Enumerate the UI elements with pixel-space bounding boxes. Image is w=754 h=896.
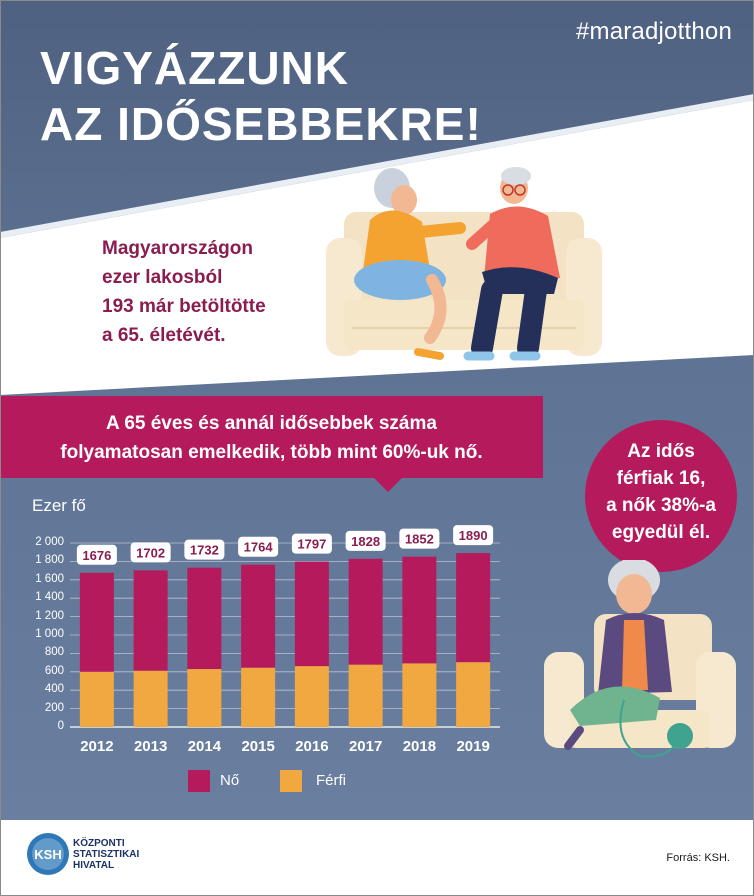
y-tick-label: 1 000: [35, 628, 64, 640]
total-label-box: [345, 530, 386, 551]
x-tick-label: 2014: [187, 738, 222, 755]
bar-female-2019: [456, 553, 491, 663]
hashtag: #maradjotthon: [575, 18, 732, 45]
y-tick-label: 1 800: [35, 554, 64, 567]
total-label: 1828: [351, 534, 380, 549]
x-tick-label: 2013: [133, 738, 168, 755]
total-label-box: [184, 539, 225, 560]
y-tick-label: 400: [44, 683, 64, 696]
bar-female-2013: [133, 570, 168, 671]
total-label: 1852: [405, 532, 434, 547]
ksh-org-name: KÖZPONTI STATISZTIKAI HIVATAL: [73, 838, 139, 871]
bar-female-2017: [348, 558, 383, 665]
y-tick-label: 600: [44, 664, 64, 677]
legend-swatch-male: [280, 770, 302, 792]
total-label-box: [238, 536, 279, 557]
bar-male-2012: [79, 671, 114, 727]
bar-female-2016: [294, 561, 329, 667]
total-label-box: [453, 525, 494, 546]
bubble-line-1: Az idős: [627, 441, 695, 462]
total-label-box: [76, 544, 117, 565]
y-tick-label: 200: [44, 701, 64, 714]
banner-pointer: [372, 476, 404, 492]
x-tick-label: 2015: [241, 738, 275, 755]
legend-label-female: Nő: [220, 772, 240, 789]
y-tick-label: 1 200: [35, 609, 64, 622]
bar-male-2013: [133, 670, 168, 727]
title-line-2: AZ IDŐSEBBEKRE!: [40, 98, 482, 150]
total-label: 1764: [244, 540, 274, 555]
y-tick-label: 1 600: [35, 572, 64, 585]
x-tick-label: 2019: [456, 738, 490, 755]
total-label-box: [399, 528, 440, 549]
total-label: 1732: [190, 543, 219, 558]
knitting-grandma-illustration: [544, 560, 736, 758]
bar-male-2015: [241, 667, 276, 727]
fact-text: Magyarországon ezer lakosból 193 már bet…: [102, 234, 266, 350]
title-line-1: VIGYÁZZUNK: [40, 42, 349, 94]
bubble-line-4: egyedül él.: [611, 522, 711, 543]
fact-line-2: ezer lakosból: [102, 267, 223, 288]
y-tick-label: 0: [57, 720, 64, 732]
y-axis-unit-label: Ezer fő: [32, 496, 86, 515]
bubble-line-2: férfiak 16,: [616, 468, 706, 489]
elderly-couple-illustration: [326, 167, 602, 361]
x-tick-label: 2017: [348, 738, 383, 755]
bar-male-2014: [187, 669, 222, 727]
banner-text: A 65 éves és annál idősebbek száma folya…: [0, 409, 543, 467]
bar-male-2018: [402, 663, 437, 727]
total-label-box: [130, 542, 171, 563]
source-note: Forrás: KSH.: [666, 852, 730, 864]
org-line-1: KÖZPONTI: [73, 838, 125, 849]
bar-male-2016: [294, 666, 329, 727]
total-label: 1890: [459, 528, 488, 543]
fact-line-1: Magyarországon: [102, 238, 253, 259]
x-tick-label: 2012: [80, 738, 114, 755]
bar-female-2015: [241, 564, 276, 668]
bar-male-2017: [348, 664, 383, 727]
legend-swatch-female: [188, 770, 210, 792]
x-tick-label: 2016: [295, 738, 329, 755]
headline-banner: [0, 396, 543, 478]
page-title: VIGYÁZZUNK AZ IDŐSEBBEKRE!: [40, 40, 482, 152]
total-label: 1797: [297, 537, 326, 552]
stacked-bar-chart: 1676 1702 1732 1764 1797 1828 1852 1890: [76, 525, 494, 727]
bar-female-2018: [402, 556, 437, 664]
bar-male-2019: [456, 662, 491, 727]
total-label: 1676: [82, 548, 111, 563]
living-alone-bubble: Az idős férfiak 16, a nők 38%-a egyedül …: [585, 420, 737, 572]
bar-female-2014: [187, 567, 222, 670]
bubble-line-3: a nők 38%-a: [606, 495, 716, 516]
x-tick-label: 2018: [402, 738, 437, 755]
y-tick-label: 800: [44, 646, 64, 659]
fact-line-4: a 65. életévét.: [102, 325, 226, 346]
org-line-3: HIVATAL: [73, 860, 115, 871]
bar-female-2012: [79, 572, 114, 672]
y-tick-label: 2 000: [35, 536, 64, 548]
legend-label-male: Férfi: [316, 772, 346, 789]
org-line-2: STATISZTIKAI: [73, 849, 140, 860]
fact-line-3: 193 már betöltötte: [102, 296, 266, 317]
banner-line-1: A 65 éves és annál idősebbek száma: [106, 413, 437, 434]
banner-line-2: folyamatosan emelkedik, több mint 60%-uk…: [60, 442, 483, 463]
ksh-logo-text: KSH: [34, 847, 61, 862]
total-label-box: [291, 533, 332, 554]
total-label: 1702: [136, 545, 165, 560]
ksh-logo-icon: KSH: [27, 833, 69, 875]
footer: KSH: [0, 820, 754, 896]
y-tick-label: 1 400: [35, 591, 64, 604]
